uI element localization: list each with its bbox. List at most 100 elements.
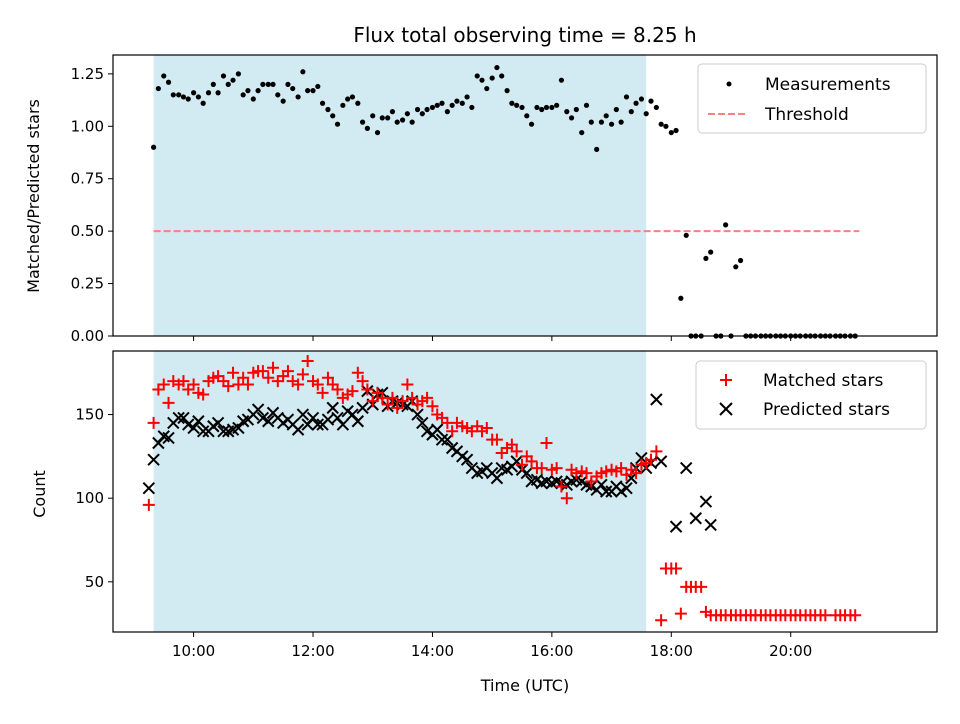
measurement-point <box>658 121 664 127</box>
predicted-star-point <box>172 411 185 425</box>
predicted-star-point <box>351 415 365 428</box>
matched-star-point <box>396 395 409 408</box>
measurement-point <box>568 115 575 121</box>
measurement-point <box>245 88 251 94</box>
legend-matched-marker <box>720 374 732 386</box>
matched-star-point <box>695 580 708 593</box>
matched-star-point <box>495 447 508 460</box>
measurement-point <box>334 121 341 127</box>
matched-star-point <box>421 391 434 404</box>
measurement-point <box>528 121 535 127</box>
count-legend: Matched stars Predicted stars <box>695 360 927 430</box>
measurement-point <box>165 79 172 85</box>
measurement-point <box>668 129 674 136</box>
measurement-point <box>733 264 739 270</box>
measurement-point <box>161 73 167 79</box>
measurement-point <box>583 102 590 108</box>
matched-star-point <box>227 366 240 379</box>
matched-star-point <box>376 391 389 404</box>
measurement-point <box>355 100 361 106</box>
matched-star-point <box>321 371 334 384</box>
count-legend-box <box>695 360 927 430</box>
predicted-star-point <box>689 512 702 525</box>
measurement-point <box>474 73 480 79</box>
matched-star-point <box>157 378 170 391</box>
measurement-point <box>319 100 326 106</box>
measurement-point <box>514 102 520 108</box>
measurement-point <box>558 77 565 83</box>
measurement-point <box>608 121 615 127</box>
predicted-star-point <box>326 401 339 415</box>
measurement-point <box>315 83 321 90</box>
predicted-star-point <box>620 481 633 495</box>
matched-star-point <box>560 492 573 505</box>
observing-span-top <box>153 55 647 336</box>
matched-stars-series <box>142 355 862 627</box>
measurement-point <box>579 129 585 136</box>
matched-star-point <box>187 378 200 391</box>
matched-star-point <box>480 421 493 434</box>
measurement-point <box>290 85 296 92</box>
matched-star-point <box>525 455 538 468</box>
measurement-point <box>305 88 311 94</box>
measurement-point <box>429 104 436 111</box>
matched-star-point <box>555 480 568 493</box>
ratio-legend: Measurements Threshold <box>697 63 927 134</box>
measurement-point <box>594 146 600 152</box>
measurement-point <box>404 111 410 117</box>
measurement-point <box>588 119 594 125</box>
ratio-panel-frame <box>112 54 938 337</box>
matched-star-point <box>351 366 364 379</box>
matched-star-point <box>237 371 250 384</box>
measurement-point <box>623 94 630 100</box>
matched-star-point <box>366 395 379 408</box>
x-axis-label: Time (UTC) <box>480 676 569 695</box>
matched-star-point <box>162 396 175 409</box>
matched-star-point <box>177 375 190 388</box>
ratio-y-tick-label: 0.00 <box>71 327 104 345</box>
measurement-point <box>663 123 669 129</box>
measurement-point <box>479 77 485 83</box>
measurement-point <box>628 109 634 115</box>
measurement-point <box>683 232 689 238</box>
predicted-star-point <box>147 453 160 466</box>
matched-star-point <box>222 380 235 393</box>
measurement-point <box>345 96 351 102</box>
predicted-star-point <box>650 393 663 406</box>
matched-star-point <box>550 462 563 475</box>
measurement-point <box>509 100 515 106</box>
matched-star-point <box>510 445 523 458</box>
matched-star-point <box>346 385 359 398</box>
measurement-point <box>638 96 645 102</box>
matched-star-point <box>391 401 404 414</box>
matched-star-point <box>241 378 254 391</box>
matched-star-point <box>262 371 275 384</box>
matched-star-point <box>386 391 399 404</box>
predicted-star-point <box>336 418 350 431</box>
measurement-point <box>573 106 579 113</box>
measurement-point <box>170 92 176 98</box>
measurement-point <box>155 85 161 92</box>
measurement-point <box>280 98 286 104</box>
predicted-star-point <box>211 416 225 430</box>
x-tick-label: 20:00 <box>769 642 812 660</box>
measurement-point <box>220 73 227 79</box>
matched-star-point <box>465 425 478 438</box>
predicted-star-point <box>306 411 320 425</box>
predicted-star-point <box>262 415 275 428</box>
measurement-point <box>180 94 187 100</box>
predicted-star-point <box>251 403 265 416</box>
matched-star-point <box>182 383 195 396</box>
measurement-point <box>723 222 729 228</box>
measurement-point <box>210 81 216 87</box>
measurement-point <box>295 94 301 100</box>
matched-star-point <box>570 467 583 480</box>
measurement-point <box>673 127 679 134</box>
predicted-star-point <box>411 408 424 421</box>
measurement-point <box>633 100 639 106</box>
matched-star-point <box>267 361 280 374</box>
measurement-point <box>394 119 400 125</box>
measurement-point <box>230 77 236 83</box>
matched-star-point <box>600 465 613 478</box>
